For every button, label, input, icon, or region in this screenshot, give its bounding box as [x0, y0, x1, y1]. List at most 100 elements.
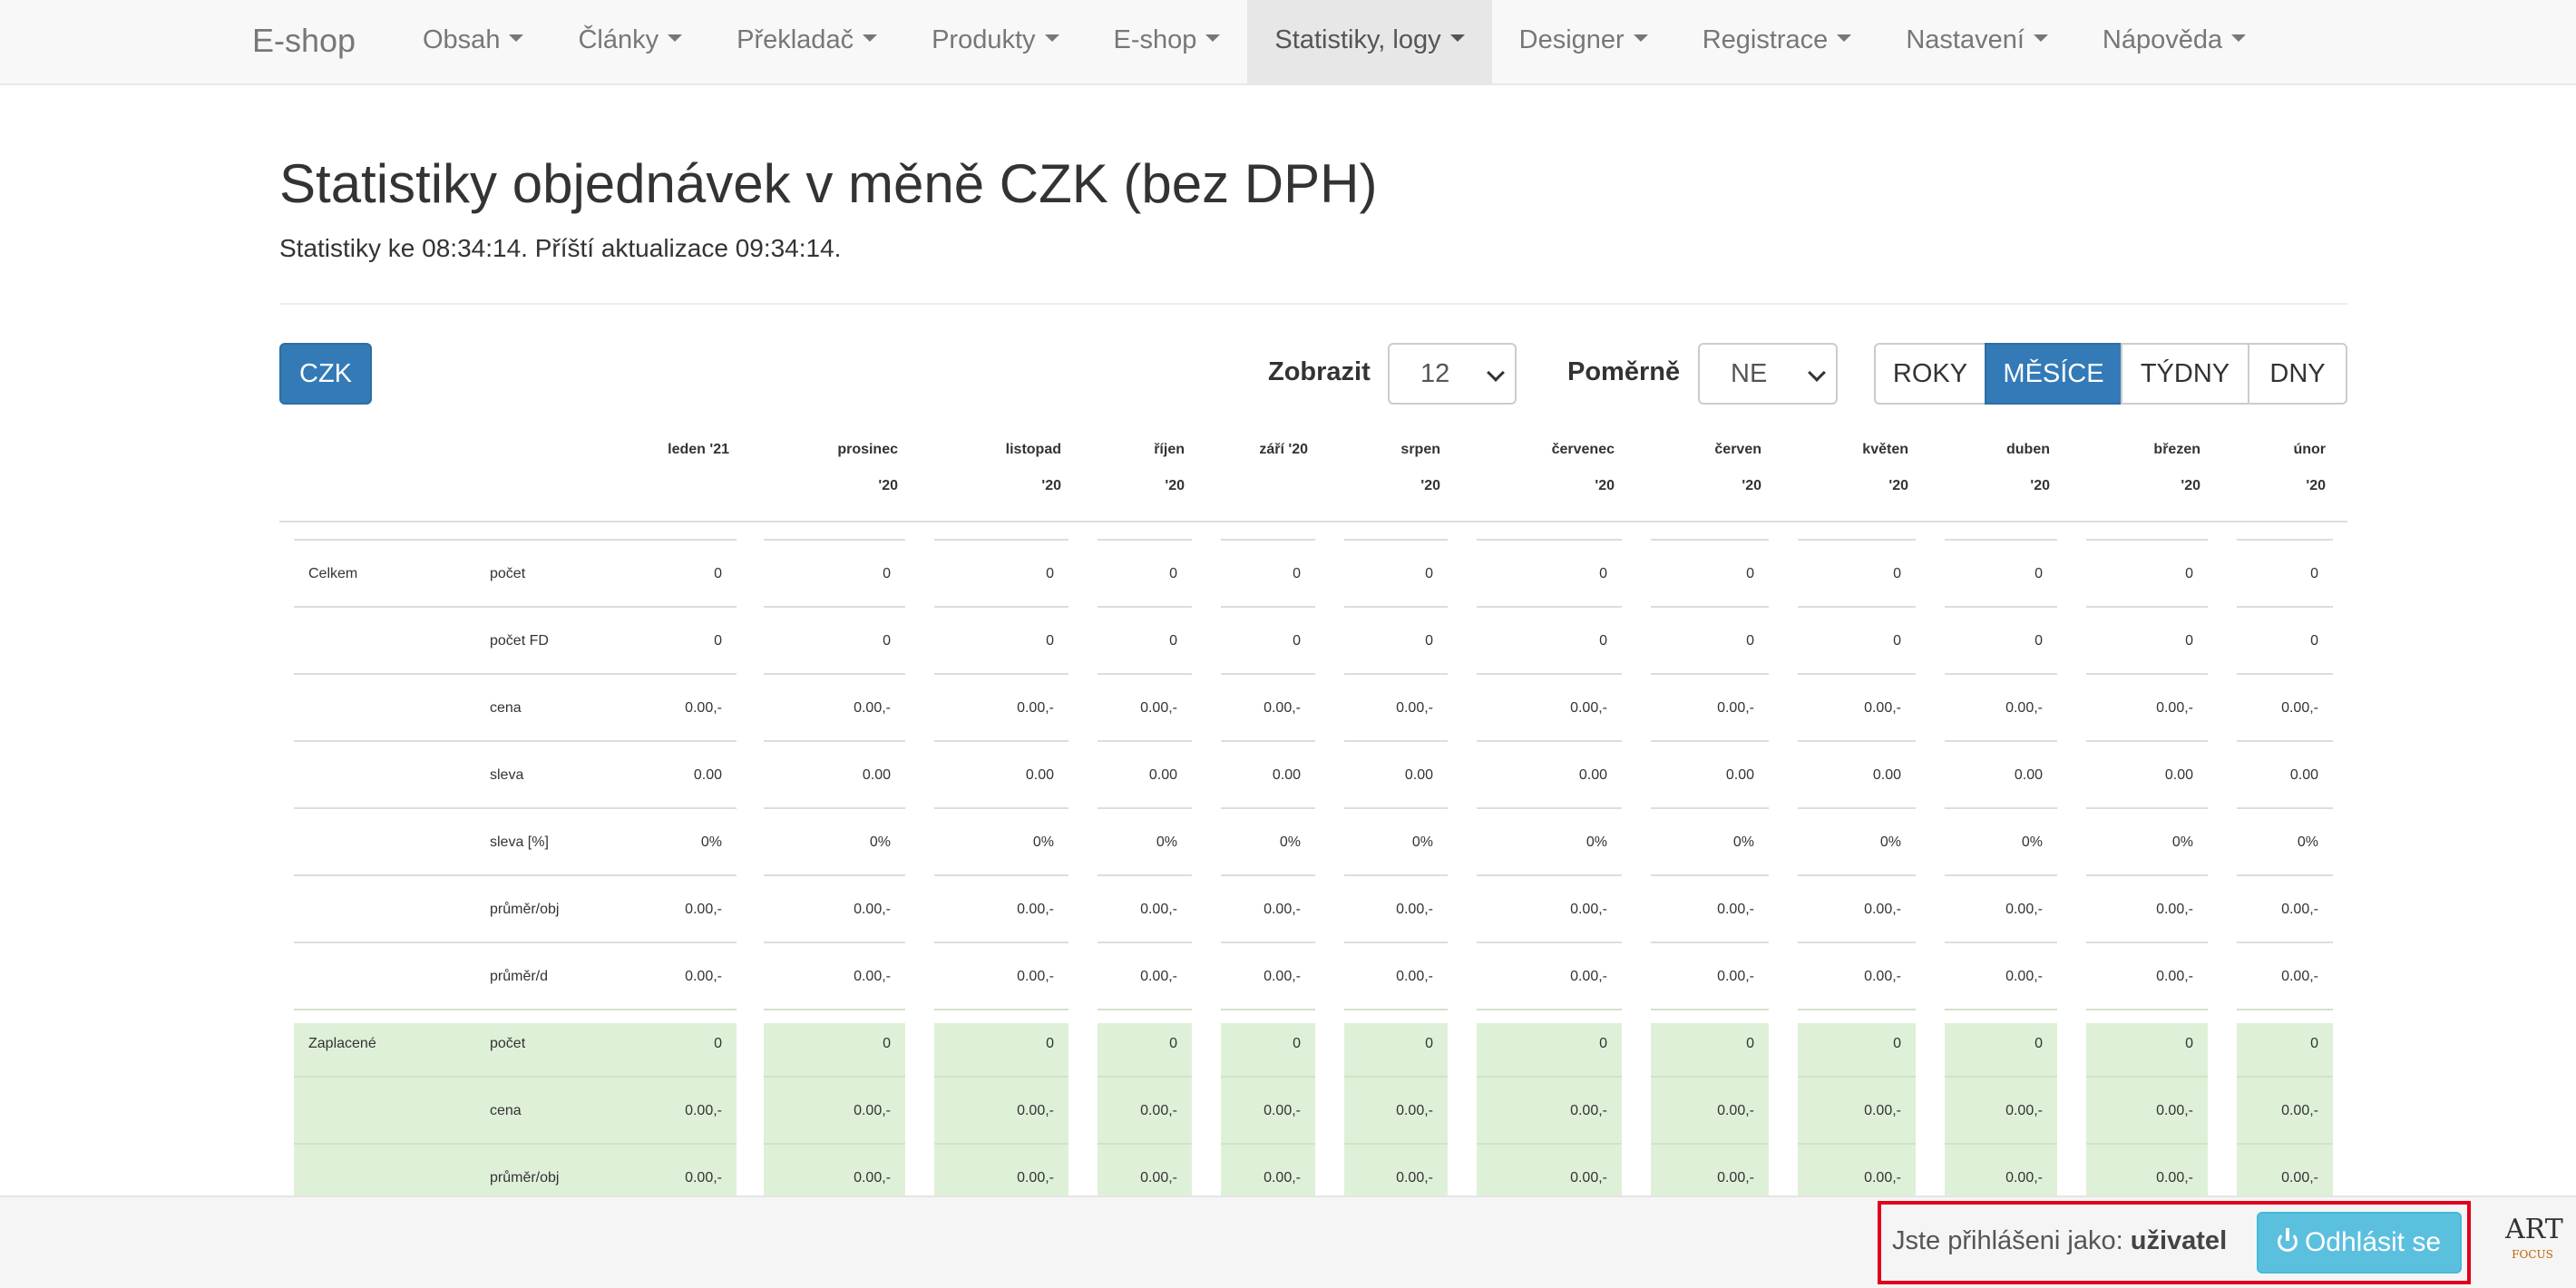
row-divider	[1651, 1009, 1769, 1010]
row-divider	[764, 807, 905, 809]
row-divider	[1651, 740, 1769, 742]
row-divider	[1651, 606, 1769, 608]
row-divider	[1477, 874, 1622, 876]
column-header-line: '20	[1165, 478, 1185, 493]
row-divider	[1798, 942, 1916, 943]
row-label: průměr/obj	[490, 902, 560, 917]
nav-item[interactable]: Registrace	[1675, 0, 1879, 83]
table-cell: 0.00	[1148, 767, 1177, 783]
row-divider	[2086, 539, 2208, 541]
nav-item[interactable]: Nápověda	[2075, 0, 2273, 83]
column-header-line: listopad	[1005, 442, 1061, 457]
row-divider	[2237, 740, 2333, 742]
row-divider	[764, 606, 905, 608]
row-divider	[1477, 1009, 1622, 1010]
table-cell: 0	[1746, 1036, 1754, 1051]
row-divider	[764, 740, 905, 742]
paid-rows-bg	[1945, 1023, 2057, 1195]
table-cell: 0.00,-	[685, 969, 722, 984]
table-cell: 0	[2034, 1036, 2043, 1051]
table-cell: 0	[1599, 566, 1607, 581]
caret-down-icon	[1633, 34, 1648, 43]
row-divider	[934, 1009, 1068, 1010]
table-cell: 0	[714, 633, 722, 649]
column-header-line: '20	[2030, 478, 2050, 493]
table-cell: 0	[2185, 633, 2193, 649]
period-days-button[interactable]: DNY	[2248, 343, 2347, 405]
currency-button[interactable]: CZK	[279, 343, 372, 405]
nav-item[interactable]: E-shop	[1087, 0, 1248, 83]
nav-item[interactable]: Nastavení	[1878, 0, 2075, 83]
table-cell: 0.00,-	[1717, 700, 1754, 716]
row-divider	[1477, 1143, 1622, 1145]
column-header: leden '21	[608, 432, 737, 468]
row-divider	[1098, 740, 1192, 742]
row-divider	[1344, 1076, 1448, 1078]
paid-rows-bg	[2086, 1023, 2208, 1195]
row-divider	[1798, 1009, 1916, 1010]
nav-item[interactable]: Obsah	[395, 0, 551, 83]
period-months-button[interactable]: MĚSÍCE	[1985, 343, 2122, 405]
nav-item[interactable]: Produkty	[904, 0, 1086, 83]
nav-item[interactable]: Články	[551, 0, 709, 83]
brand-link[interactable]: E-shop	[252, 22, 356, 59]
table-cell: 0.00,-	[1570, 902, 1607, 917]
table-cell: 0	[1893, 566, 1901, 581]
nav-item-label: Překladač	[737, 25, 854, 54]
row-divider	[764, 874, 905, 876]
row-divider	[1651, 673, 1769, 675]
row-divider	[934, 673, 1068, 675]
table-cell: 0.00,-	[2281, 1170, 2318, 1186]
table-cell: 0	[1293, 566, 1301, 581]
row-divider	[934, 874, 1068, 876]
column-header-line: březen	[2153, 442, 2200, 457]
row-divider	[294, 539, 737, 541]
table-cell: 0.00,-	[1017, 1103, 1054, 1118]
row-divider	[1651, 1076, 1769, 1078]
table-cell: 0.00,-	[1864, 969, 1901, 984]
row-divider	[1798, 673, 1916, 675]
table-cell: 0.00,-	[2005, 969, 2043, 984]
period-years-button[interactable]: ROKY	[1874, 343, 1986, 405]
caret-down-icon	[863, 34, 878, 43]
row-divider	[2237, 942, 2333, 943]
row-divider	[2237, 1143, 2333, 1145]
row-divider	[1798, 807, 1916, 809]
row-label: cena	[490, 1103, 522, 1118]
table-cell: 0.00,-	[1717, 902, 1754, 917]
row-divider	[1798, 874, 1916, 876]
table-cell: 0.00,-	[1864, 1103, 1901, 1118]
nav-item[interactable]: Designer	[1492, 0, 1675, 83]
nav-item[interactable]: Statistiky, logy	[1247, 0, 1492, 83]
row-divider	[1945, 874, 2057, 876]
logout-button[interactable]: Odhlásit se	[2257, 1212, 2462, 1273]
table-cell: 0	[1169, 566, 1177, 581]
paid-rows-bg	[764, 1023, 905, 1195]
table-cell: 0.00,-	[1264, 969, 1301, 984]
row-divider	[1221, 1076, 1315, 1078]
caret-down-icon	[668, 34, 683, 43]
table-cell: 0.00,-	[1570, 700, 1607, 716]
row-divider	[1477, 740, 1622, 742]
row-divider	[1344, 942, 1448, 943]
row-divider	[2086, 1009, 2208, 1010]
row-divider	[934, 606, 1068, 608]
period-weeks-button[interactable]: TÝDNY	[2121, 343, 2249, 405]
nav-item[interactable]: Překladač	[709, 0, 904, 83]
row-divider	[1098, 606, 1192, 608]
table-cell: 0%	[2171, 834, 2193, 850]
chevron-down-icon	[1487, 364, 1505, 382]
table-cell: 0.00,-	[1264, 902, 1301, 917]
paid-rows-bg	[294, 1023, 737, 1195]
row-divider	[764, 1009, 905, 1010]
table-cell: 0	[2310, 633, 2318, 649]
table-cell: 0.00,-	[685, 1170, 722, 1186]
table-cell: 0%	[1156, 834, 1177, 850]
table-cell: 0	[883, 566, 891, 581]
relative-select[interactable]: NE	[1698, 343, 1838, 405]
row-divider	[1651, 539, 1769, 541]
row-divider	[764, 1143, 905, 1145]
column-header: říjen '20	[1079, 432, 1192, 504]
column-header: srpen '20	[1326, 432, 1448, 504]
show-count-select[interactable]: 12	[1388, 343, 1517, 405]
